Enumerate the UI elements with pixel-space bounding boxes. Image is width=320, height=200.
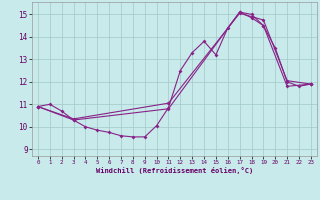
X-axis label: Windchill (Refroidissement éolien,°C): Windchill (Refroidissement éolien,°C) <box>96 167 253 174</box>
